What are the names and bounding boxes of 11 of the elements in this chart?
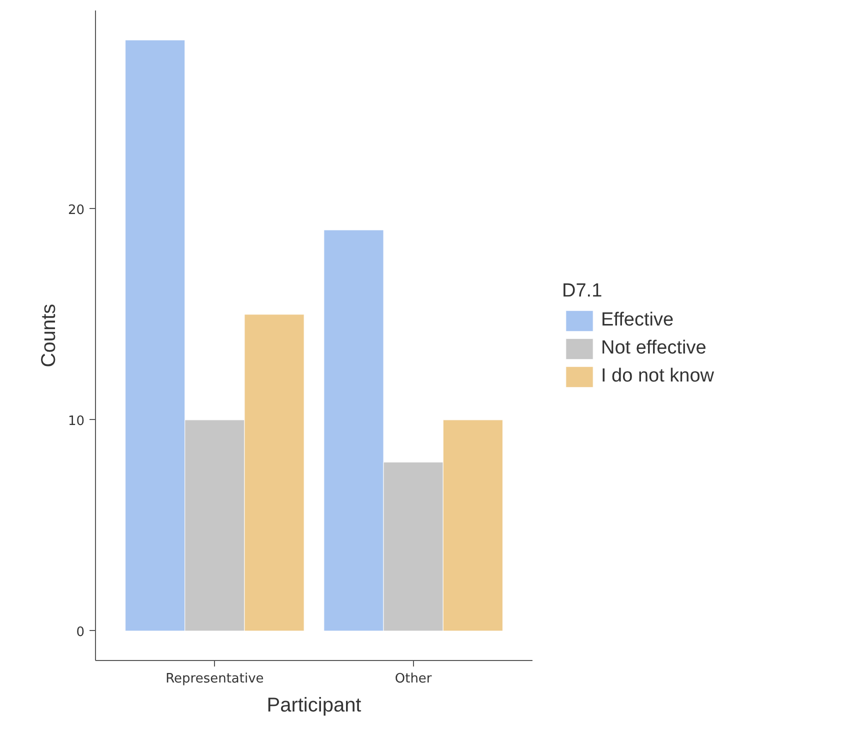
x-tick-label: Representative — [166, 672, 264, 686]
legend-label: Effective — [601, 310, 674, 332]
legend-label: I do not know — [601, 366, 714, 388]
legend-title: D7.1 — [562, 280, 604, 302]
x-tick-label: Other — [394, 672, 432, 686]
y-tick-label: 0 — [76, 624, 85, 640]
x-axis-title: Participant — [266, 694, 362, 716]
legend-label: Not effective — [601, 338, 706, 360]
y-tick-label: 10 — [68, 414, 85, 429]
y-tick-label: 20 — [68, 202, 85, 218]
y-axis-title: Counts — [38, 304, 60, 368]
